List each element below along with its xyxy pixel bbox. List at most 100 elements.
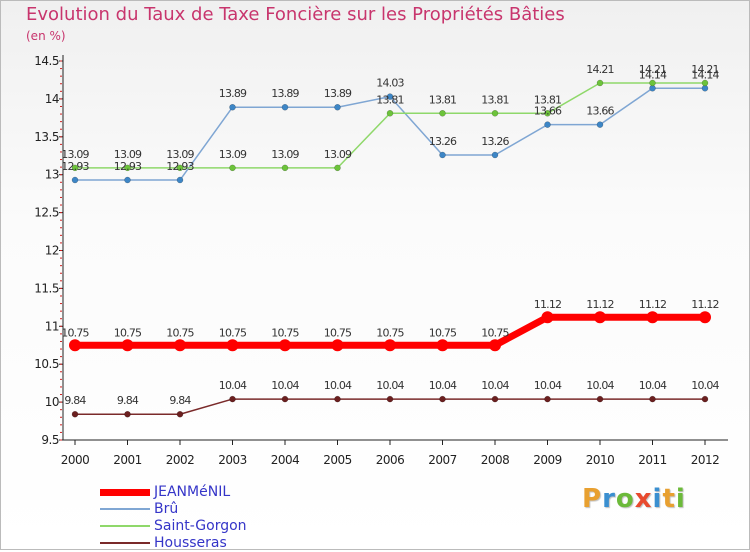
data-point-jeanm-nil (331, 339, 344, 352)
x-tick-label: 2003 (218, 453, 247, 467)
data-label-br-: 13.89 (271, 87, 299, 100)
data-point-saint-gorgon (124, 164, 131, 172)
data-point-housseras (71, 410, 79, 418)
data-point-br- (71, 176, 79, 184)
data-label-housseras: 10.04 (219, 379, 247, 392)
y-tick-label: 13 (45, 168, 59, 182)
data-label-br-: 12.93 (166, 160, 194, 173)
data-label-housseras: 10.04 (586, 379, 614, 392)
data-point-housseras (701, 395, 709, 403)
x-tick-label: 2012 (691, 453, 720, 467)
y-tick-label: 12 (45, 244, 59, 258)
data-label-jeanm-nil: 10.75 (219, 326, 247, 339)
data-label-br-: 12.93 (114, 160, 142, 173)
data-label-housseras: 10.04 (639, 379, 667, 392)
legend-label: Housseras (154, 535, 227, 551)
data-label-saint-gorgon: 13.09 (324, 148, 352, 161)
data-label-br-: 13.26 (481, 135, 509, 148)
data-label-br-: 14.14 (639, 68, 667, 81)
data-point-saint-gorgon (386, 110, 394, 117)
data-label-saint-gorgon: 13.09 (219, 148, 247, 161)
legend-swatch (100, 489, 150, 496)
data-label-br-: 13.26 (429, 135, 457, 148)
legend-swatch (100, 525, 150, 527)
data-label-housseras: 9.84 (169, 394, 191, 407)
data-label-jeanm-nil: 11.12 (639, 298, 667, 311)
data-point-jeanm-nil (436, 339, 449, 352)
data-label-jeanm-nil: 10.75 (324, 326, 352, 339)
data-point-jeanm-nil (121, 339, 134, 352)
data-label-jeanm-nil: 11.12 (691, 298, 719, 311)
x-tick-label: 2002 (166, 453, 195, 467)
data-label-saint-gorgon: 13.09 (271, 148, 299, 161)
data-label-saint-gorgon: 13.09 (166, 148, 194, 161)
data-label-jeanm-nil: 10.75 (376, 326, 404, 339)
legend-label: Saint-Gorgon (154, 518, 247, 534)
data-point-jeanm-nil (226, 339, 239, 352)
data-point-housseras (439, 395, 446, 403)
proxiti-logo: Proxiti (582, 484, 686, 514)
data-point-jeanm-nil (646, 311, 659, 324)
data-point-saint-gorgon (596, 79, 604, 87)
data-label-br-: 13.66 (586, 105, 614, 118)
data-label-jeanm-nil: 10.75 (114, 326, 142, 339)
data-point-housseras (491, 395, 499, 403)
data-point-br- (491, 151, 499, 159)
data-label-jeanm-nil: 10.75 (61, 326, 89, 339)
data-label-saint-gorgon: 13.09 (61, 148, 89, 161)
y-tick-label: 14 (45, 92, 59, 106)
data-label-saint-gorgon: 14.21 (586, 63, 614, 76)
y-tick-label: 10.5 (34, 357, 59, 371)
y-tick-label: 13.5 (34, 130, 59, 144)
data-label-housseras: 10.04 (271, 379, 299, 392)
data-label-jeanm-nil: 10.75 (481, 326, 509, 339)
data-label-housseras: 10.04 (376, 379, 404, 392)
data-point-housseras (334, 395, 341, 403)
data-point-saint-gorgon (176, 164, 184, 172)
x-tick-label: 2000 (61, 453, 90, 467)
chart-title: Evolution du Taux de Taxe Foncière sur l… (26, 4, 565, 25)
data-label-jeanm-nil: 10.75 (429, 326, 457, 339)
data-label-housseras: 9.84 (64, 394, 86, 407)
data-point-saint-gorgon (649, 79, 656, 87)
x-tick-label: 2011 (638, 453, 667, 467)
legend-swatch (100, 508, 150, 510)
x-tick-label: 2010 (586, 453, 615, 467)
x-tick-label: 2006 (376, 453, 405, 467)
data-label-br-: 12.93 (61, 160, 89, 173)
data-point-saint-gorgon (701, 79, 709, 87)
data-point-jeanm-nil (69, 339, 81, 352)
y-tick-label: 11 (45, 319, 59, 333)
data-label-saint-gorgon: 13.81 (534, 93, 562, 106)
y-tick-label: 11.5 (34, 281, 59, 295)
data-point-housseras (386, 395, 394, 403)
data-label-housseras: 10.04 (429, 379, 457, 392)
data-point-housseras (281, 395, 289, 403)
x-tick-label: 2009 (533, 453, 562, 467)
x-tick-label: 2001 (113, 453, 142, 467)
data-point-br- (281, 103, 289, 111)
data-point-housseras (649, 395, 656, 403)
data-point-saint-gorgon (491, 110, 499, 117)
legend-swatch (100, 542, 150, 544)
data-label-housseras: 10.04 (481, 379, 509, 392)
y-tick-label: 12.5 (34, 206, 59, 220)
data-point-br- (229, 103, 236, 111)
data-point-jeanm-nil (541, 311, 554, 324)
data-point-br- (386, 93, 394, 100)
data-point-br- (124, 176, 131, 184)
chart-subtitle: (en %) (26, 29, 66, 43)
data-point-housseras (544, 395, 551, 403)
data-label-br-: 13.89 (324, 87, 352, 100)
data-label-jeanm-nil: 11.12 (586, 298, 614, 311)
data-point-housseras (176, 410, 184, 418)
data-label-saint-gorgon: 14.21 (639, 63, 667, 76)
data-point-saint-gorgon (334, 164, 341, 172)
legend-label: JEANMéNIL (154, 484, 231, 500)
data-label-housseras: 10.04 (324, 379, 352, 392)
data-point-jeanm-nil (279, 339, 291, 352)
data-label-jeanm-nil: 10.75 (271, 326, 299, 339)
data-point-jeanm-nil (594, 311, 606, 324)
data-point-saint-gorgon (229, 164, 236, 172)
